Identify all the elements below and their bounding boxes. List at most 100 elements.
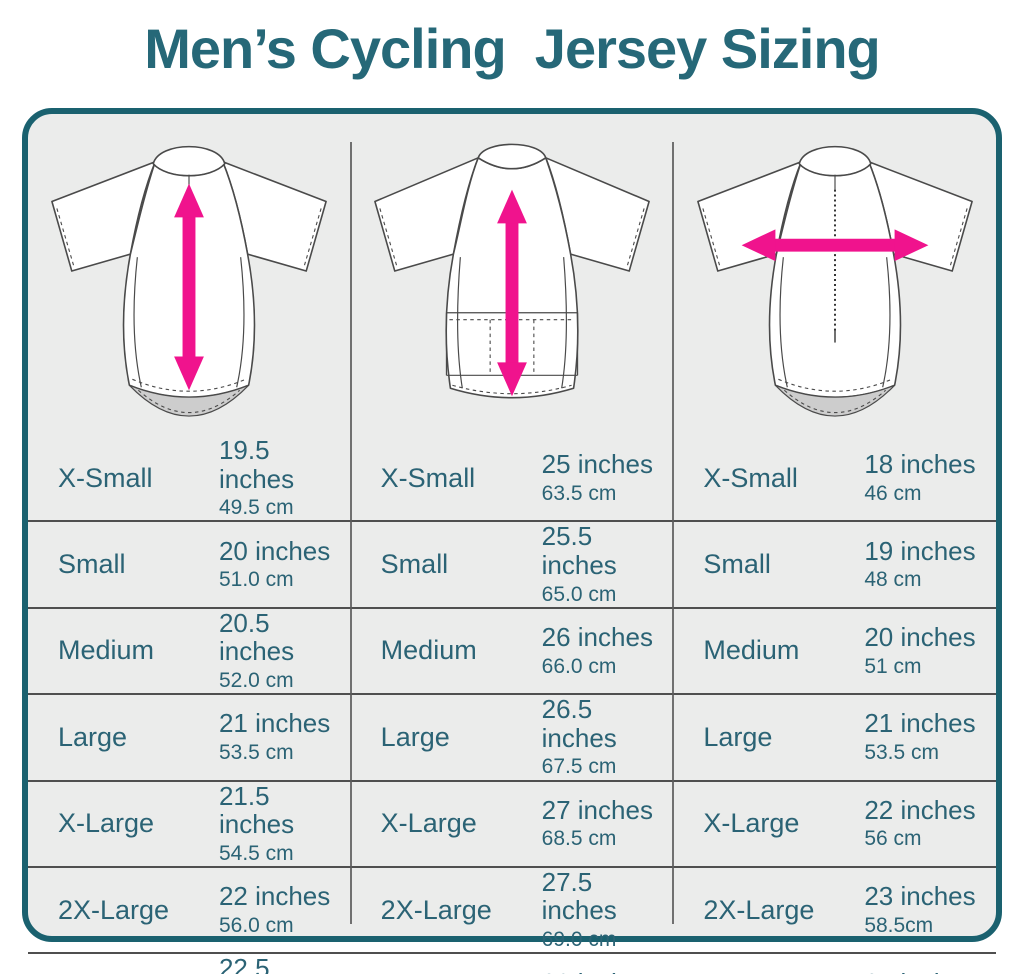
measurement: 21 inches 53.5 cm — [219, 709, 330, 765]
measurement-inches: 26.5 inches — [541, 694, 617, 753]
size-label: Large — [380, 721, 450, 752]
measurement-cm: 53.5 cm — [218, 741, 294, 765]
size-row: X-Small 19.5 inches 49.5 cm X-Small 25 inche… — [28, 436, 996, 523]
size-label: X-Large — [703, 808, 800, 839]
measurement-cm: 69.0 cm — [541, 928, 617, 952]
size-cell-back-length: 2X-Large 27.5 inches 69.0 cm — [351, 868, 674, 952]
measurement-cm: 52.0 cm — [218, 668, 294, 692]
measurement: 23 inches 58.5cm — [864, 882, 975, 938]
measurement: 20.5 inches 52.0 cm — [218, 607, 351, 693]
measurement: 25.5 inches 65.0 cm — [542, 522, 674, 606]
jersey-front-view-illustration — [51, 145, 328, 417]
measurement: 22.5 inches57.0 cm — [219, 954, 351, 974]
measurement-inches: 27.5 inches — [541, 866, 617, 926]
size-label: 2X-Large — [58, 894, 170, 925]
measurement-inches: 22 inches — [218, 881, 331, 912]
measurement: 26 inches 66.0 cm — [542, 623, 653, 679]
measurement-inches: 20.5 inches — [218, 607, 295, 667]
size-label: Small — [703, 549, 771, 580]
size-cell-chest-width: 3X-Large24 inches61 cm — [673, 954, 996, 974]
measurement: 19 inches 48 cm — [864, 537, 975, 593]
size-label: X-Small — [380, 462, 476, 493]
jersey-front-zip-body — [696, 145, 973, 417]
measurement-cm: 51 cm — [864, 654, 922, 678]
size-label: X-Small — [703, 462, 798, 493]
size-cell-chest-width: Medium 20 inches 51 cm — [673, 609, 996, 693]
measurement-inches: 19 inches — [864, 535, 976, 566]
size-cell-front-length: X-Small 19.5 inches 49.5 cm — [28, 436, 351, 520]
measurement-inches: 21 inches — [218, 708, 331, 739]
size-cell-back-length: Medium 26 inches 66.0 cm — [351, 609, 674, 693]
size-label: X-Large — [380, 808, 477, 839]
measurement: 18 inches 46 cm — [864, 450, 975, 506]
page-title: Men’s Cycling Jersey Sizing — [144, 17, 881, 80]
size-label: Large — [58, 721, 128, 752]
column-divider — [349, 142, 352, 924]
size-cell-front-length: 2X-Large 22 inches 56.0 cm — [28, 868, 351, 952]
size-cell-chest-width: Large 21 inches 53.5 cm — [673, 695, 996, 779]
measurement-cm: 48 cm — [864, 568, 922, 592]
jersey-back-length-figure — [351, 128, 674, 434]
measurement: 22 inches 56 cm — [864, 796, 975, 852]
measurement: 20 inches 51 cm — [864, 623, 975, 679]
measurement-inches: 25.5 inches — [541, 521, 617, 580]
measurement-inches: 22.5 inches — [218, 953, 270, 974]
size-cell-front-length: Medium 20.5 inches 52.0 cm — [28, 607, 351, 693]
measurement-inches: 20 inches — [218, 535, 331, 566]
size-label: Medium — [380, 635, 477, 666]
measurement-cm: 53.5 cm — [864, 741, 940, 765]
measurement-inches: 27 inches — [541, 794, 653, 825]
measurement-inches: 25 inches — [541, 449, 653, 480]
column-divider — [672, 142, 675, 924]
size-label: Small — [58, 549, 126, 580]
size-cell-back-length: X-Large 27 inches 68.5 cm — [351, 782, 674, 866]
measurement-cm: 54.5 cm — [218, 841, 294, 865]
size-label: Large — [703, 721, 773, 752]
size-row: X-Large 21.5 inches 54.5 cm X-Large 27 inche… — [28, 781, 996, 868]
measurement: 27.5 inches 69.0 cm — [542, 868, 674, 952]
chest-width-arrow-icon — [741, 229, 929, 262]
measurement: 26.5 inches 67.5 cm — [542, 695, 674, 779]
size-row: Large 21 inches 53.5 cm Large 26.5 inches 67.… — [28, 695, 996, 782]
measurement-cm: 49.5 cm — [218, 496, 294, 520]
measurement: 21.5 inches 54.5 cm — [218, 781, 351, 866]
measurement: 22 inches 56.0 cm — [219, 882, 330, 938]
size-row: Small 20 inches 51.0 cm Small 25.5 inches 65.… — [28, 522, 996, 609]
size-cell-front-length: X-Large 21.5 inches 54.5 cm — [28, 781, 351, 866]
measurement-inches: 26 inches — [541, 622, 653, 653]
jersey-front-zipper-illustration — [696, 145, 973, 417]
measurement-cm: 68.5 cm — [541, 827, 617, 851]
size-label: Medium — [58, 635, 155, 666]
measurement-cm: 65.0 cm — [541, 582, 617, 606]
size-label: X-Small — [58, 462, 153, 493]
measurement-inches: 23 inches — [864, 881, 976, 912]
size-cell-back-length: Small 25.5 inches 65.0 cm — [351, 522, 674, 606]
measurement-inches: 20 inches — [864, 622, 976, 653]
measurement-cm: 56.0 cm — [218, 913, 294, 937]
jersey-front-length-figure — [28, 128, 351, 434]
measurement-inches: 28 inches — [542, 968, 653, 974]
measurement: 27 inches 68.5 cm — [542, 796, 653, 852]
back-length-arrow-icon — [497, 189, 527, 397]
measurement-inches: 22 inches — [864, 794, 976, 825]
size-cell-chest-width: 2X-Large 23 inches 58.5cm — [673, 868, 996, 952]
measurement: 20 inches 51.0 cm — [219, 537, 330, 593]
sizing-chart-panel: X-Small 19.5 inches 49.5 cm X-Small 25 inche… — [22, 108, 1002, 974]
measurement: 25 inches 63.5 cm — [542, 450, 653, 506]
size-row: Medium 20.5 inches 52.0 cm Medium 26 inches 6… — [28, 607, 996, 696]
size-label: 2X-Large — [703, 894, 815, 925]
size-cell-chest-width: Small 19 inches 48 cm — [673, 522, 996, 606]
size-label: Medium — [703, 635, 800, 666]
measurement-cm: 58.5cm — [864, 913, 934, 937]
measurement-inches: 19.5 inches — [218, 435, 295, 494]
size-label: X-Large — [58, 808, 155, 839]
measurement-cm: 67.5 cm — [541, 755, 617, 779]
measurement-cm: 66.0 cm — [541, 654, 617, 678]
measurement-inches: 21 inches — [864, 708, 976, 739]
size-cell-front-length: Small 20 inches 51.0 cm — [28, 522, 351, 606]
measurement-cm: 46 cm — [864, 481, 922, 505]
size-cell-front-length: Large 21 inches 53.5 cm — [28, 695, 351, 779]
